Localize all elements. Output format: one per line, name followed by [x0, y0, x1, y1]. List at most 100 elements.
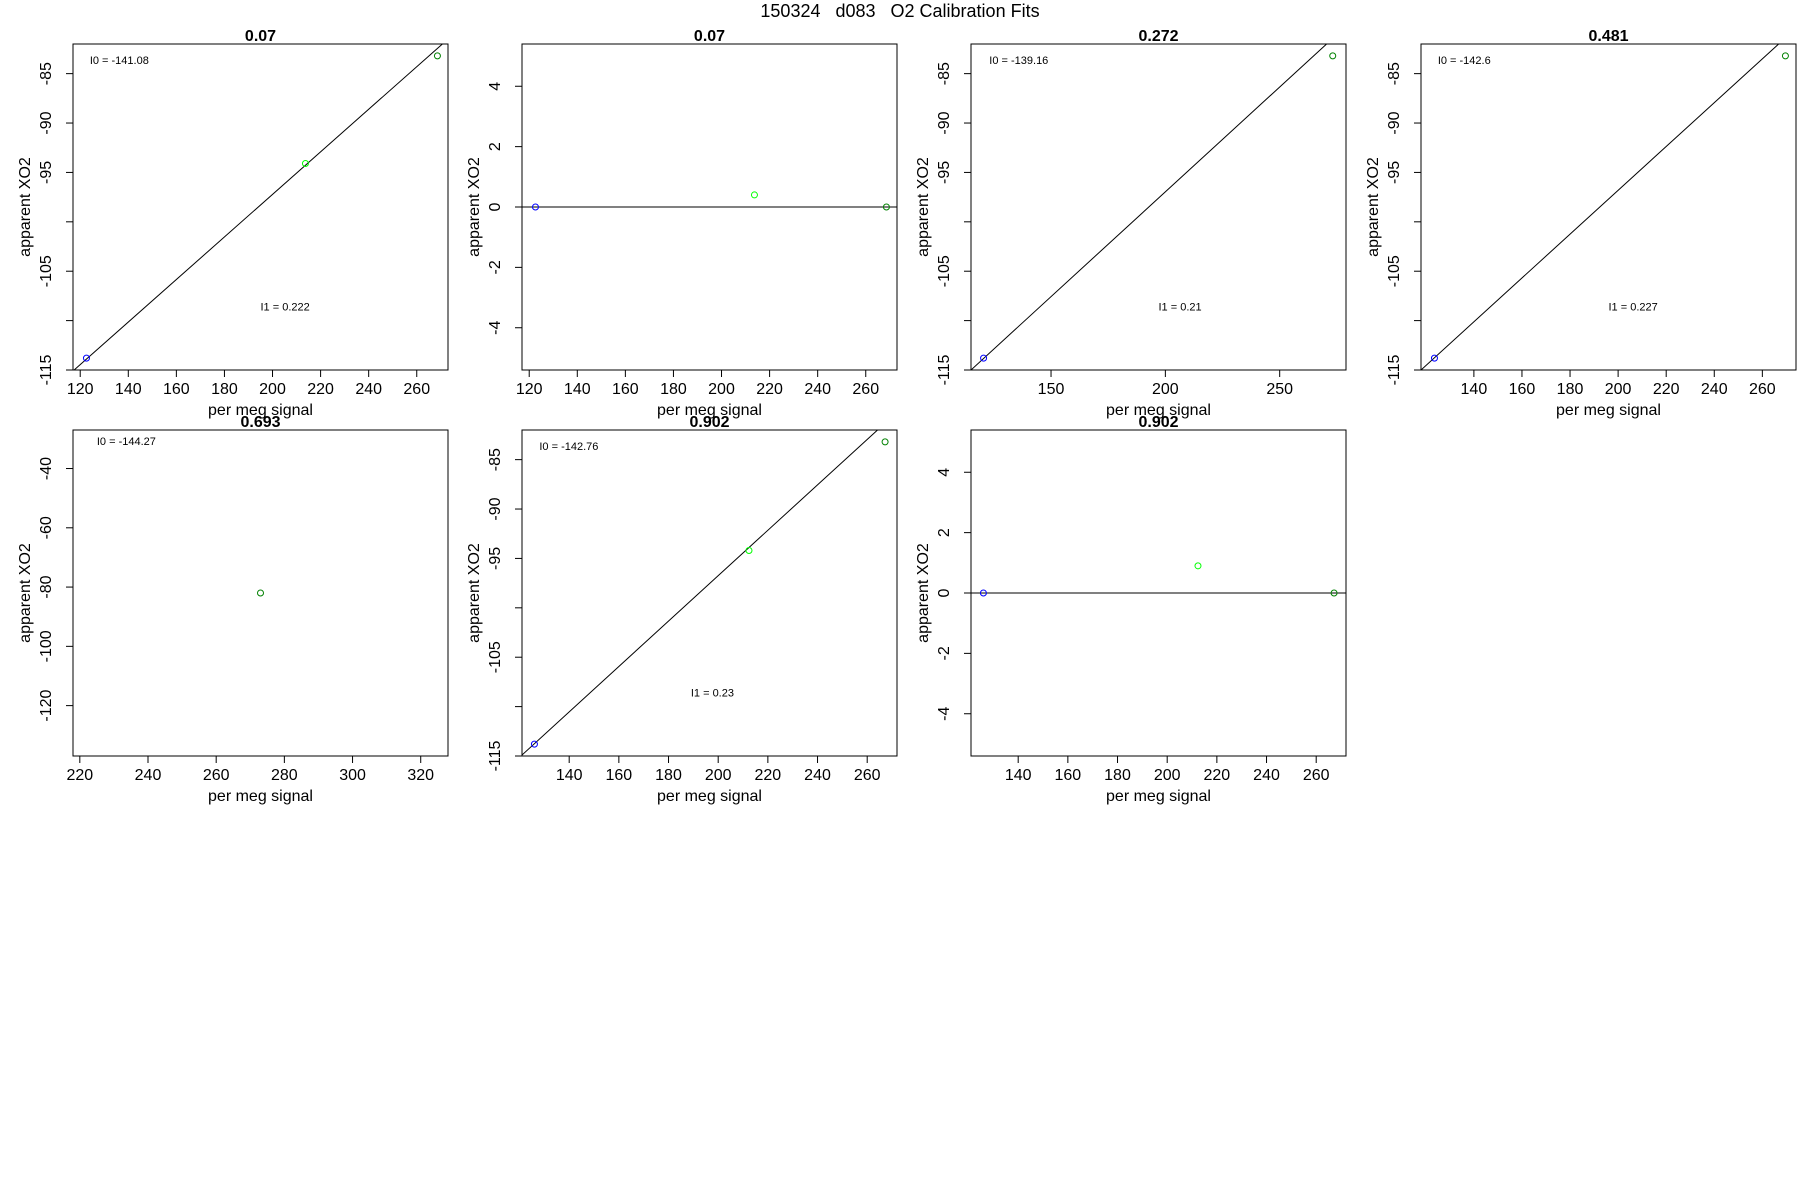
- x-tick-label: 260: [403, 381, 430, 398]
- x-tick-label: 120: [67, 381, 94, 398]
- fit-line: [73, 44, 444, 370]
- x-tick-label: 200: [1152, 381, 1179, 398]
- y-tick-label: -90: [38, 111, 55, 134]
- x-tick-label: 240: [1253, 767, 1280, 784]
- x-tick-label: 240: [135, 767, 162, 784]
- x-tick-label: 180: [660, 381, 687, 398]
- y-tick-label: -105: [487, 641, 504, 673]
- y-tick-label: -115: [936, 354, 953, 385]
- x-tick-label: 220: [755, 767, 782, 784]
- data-point: [531, 203, 539, 211]
- x-tick-label: 260: [854, 767, 881, 784]
- plot-frame: [970, 43, 1347, 371]
- fit-annotation: I1 = 0.227: [1609, 302, 1658, 314]
- x-tick-label: 200: [705, 767, 732, 784]
- chart-panel-7: 0.902 140 160 180 200 220 240 260 -4 -2 0 2 4 per meg…: [915, 414, 1347, 805]
- plot-frame: [1420, 43, 1797, 371]
- y-tick-label: -85: [1386, 62, 1403, 85]
- y-tick-label: -105: [936, 255, 953, 287]
- y-tick-label: -90: [1386, 111, 1403, 134]
- x-tick-label: 120: [516, 381, 543, 398]
- data-point: [745, 547, 753, 555]
- x-tick-label: 200: [259, 381, 286, 398]
- data-point: [1329, 52, 1337, 60]
- fit-line: [1421, 44, 1780, 370]
- data-point: [530, 740, 538, 748]
- y-tick-label: -90: [487, 497, 504, 520]
- data-point: [1330, 589, 1338, 597]
- y-tick-label: 2: [936, 528, 953, 537]
- chart-panel-6: 0.902 140 160 180 200 220 240 260 -115 -105 -95 -90…: [466, 414, 898, 805]
- x-tick-label: 260: [1303, 767, 1330, 784]
- x-tick-label: 150: [1038, 381, 1065, 398]
- chart-panel-5: 0.693 220 240 260 280 300 320 -120 -100 -80 -60 -40…: [17, 414, 449, 805]
- x-tick-label: 140: [556, 767, 583, 784]
- y-tick-label: -85: [38, 62, 55, 85]
- y-tick-label: -95: [487, 547, 504, 570]
- fit-annotation: I0 = -142.76: [539, 441, 598, 453]
- x-tick-label: 160: [606, 767, 633, 784]
- data-point: [1194, 562, 1202, 570]
- x-tick-label: 220: [66, 767, 93, 784]
- x-tick-label: 180: [211, 381, 238, 398]
- x-tick-label: 240: [804, 381, 831, 398]
- x-tick-label: 280: [271, 767, 298, 784]
- x-tick-label: 220: [756, 381, 783, 398]
- data-point: [882, 203, 890, 211]
- x-axis-label: per meg signal: [657, 788, 762, 805]
- chart-title: 0.902: [1138, 414, 1178, 431]
- y-tick-label: -4: [487, 321, 504, 335]
- x-tick-label: 250: [1266, 381, 1293, 398]
- data-point: [980, 354, 988, 362]
- chart-panel-1: 0.07 120 140 160 180 200 220 240 260 -115 -105 -95 -…: [17, 28, 449, 419]
- y-axis-label: apparent XO2: [17, 157, 34, 257]
- data-point: [301, 160, 309, 168]
- chart-title: 0.693: [240, 414, 280, 431]
- y-tick-label: -80: [38, 575, 55, 598]
- y-axis-label: apparent XO2: [466, 543, 483, 643]
- fit-line: [971, 44, 1328, 370]
- x-tick-label: 160: [612, 381, 639, 398]
- plot-frame: [72, 429, 449, 757]
- y-tick-label: -115: [487, 740, 504, 771]
- y-tick-label: -120: [38, 690, 55, 722]
- y-axis-label: apparent XO2: [466, 157, 483, 257]
- fit-annotation: I0 = -144.27: [97, 436, 156, 448]
- y-tick-label: -90: [936, 111, 953, 134]
- chart-title: 0.902: [689, 414, 729, 431]
- x-axis-label: per meg signal: [657, 402, 762, 419]
- y-tick-label: -115: [1386, 354, 1403, 385]
- data-point: [257, 589, 264, 597]
- x-tick-label: 320: [407, 767, 434, 784]
- x-tick-label: 220: [307, 381, 334, 398]
- y-tick-label: -2: [487, 260, 504, 274]
- fit-line: [522, 430, 879, 756]
- data-point: [881, 438, 889, 446]
- plot-frame: [72, 43, 449, 371]
- chart-title: 0.481: [1588, 28, 1628, 45]
- x-tick-label: 180: [655, 767, 682, 784]
- x-tick-label: 220: [1204, 767, 1231, 784]
- x-tick-label: 200: [1154, 767, 1181, 784]
- y-tick-label: -105: [1386, 255, 1403, 287]
- x-axis-label: per meg signal: [208, 788, 313, 805]
- y-axis-label: apparent XO2: [1365, 157, 1382, 257]
- x-tick-label: 140: [115, 381, 142, 398]
- chart-title: 0.07: [245, 28, 276, 45]
- y-axis-label: apparent XO2: [17, 543, 34, 643]
- x-tick-label: 160: [1509, 381, 1536, 398]
- plot-frame: [521, 429, 898, 757]
- x-tick-label: 140: [1005, 767, 1032, 784]
- y-tick-label: 2: [487, 142, 504, 151]
- y-tick-label: 0: [487, 202, 504, 211]
- data-point: [82, 354, 90, 362]
- x-tick-label: 180: [1104, 767, 1131, 784]
- x-tick-label: 240: [355, 381, 382, 398]
- y-tick-label: -95: [936, 161, 953, 184]
- y-tick-label: -4: [936, 707, 953, 721]
- x-axis-label: per meg signal: [1556, 402, 1661, 419]
- y-tick-label: -105: [38, 255, 55, 287]
- y-tick-label: -115: [38, 354, 55, 385]
- x-tick-label: 220: [1653, 381, 1680, 398]
- data-point: [1781, 52, 1789, 60]
